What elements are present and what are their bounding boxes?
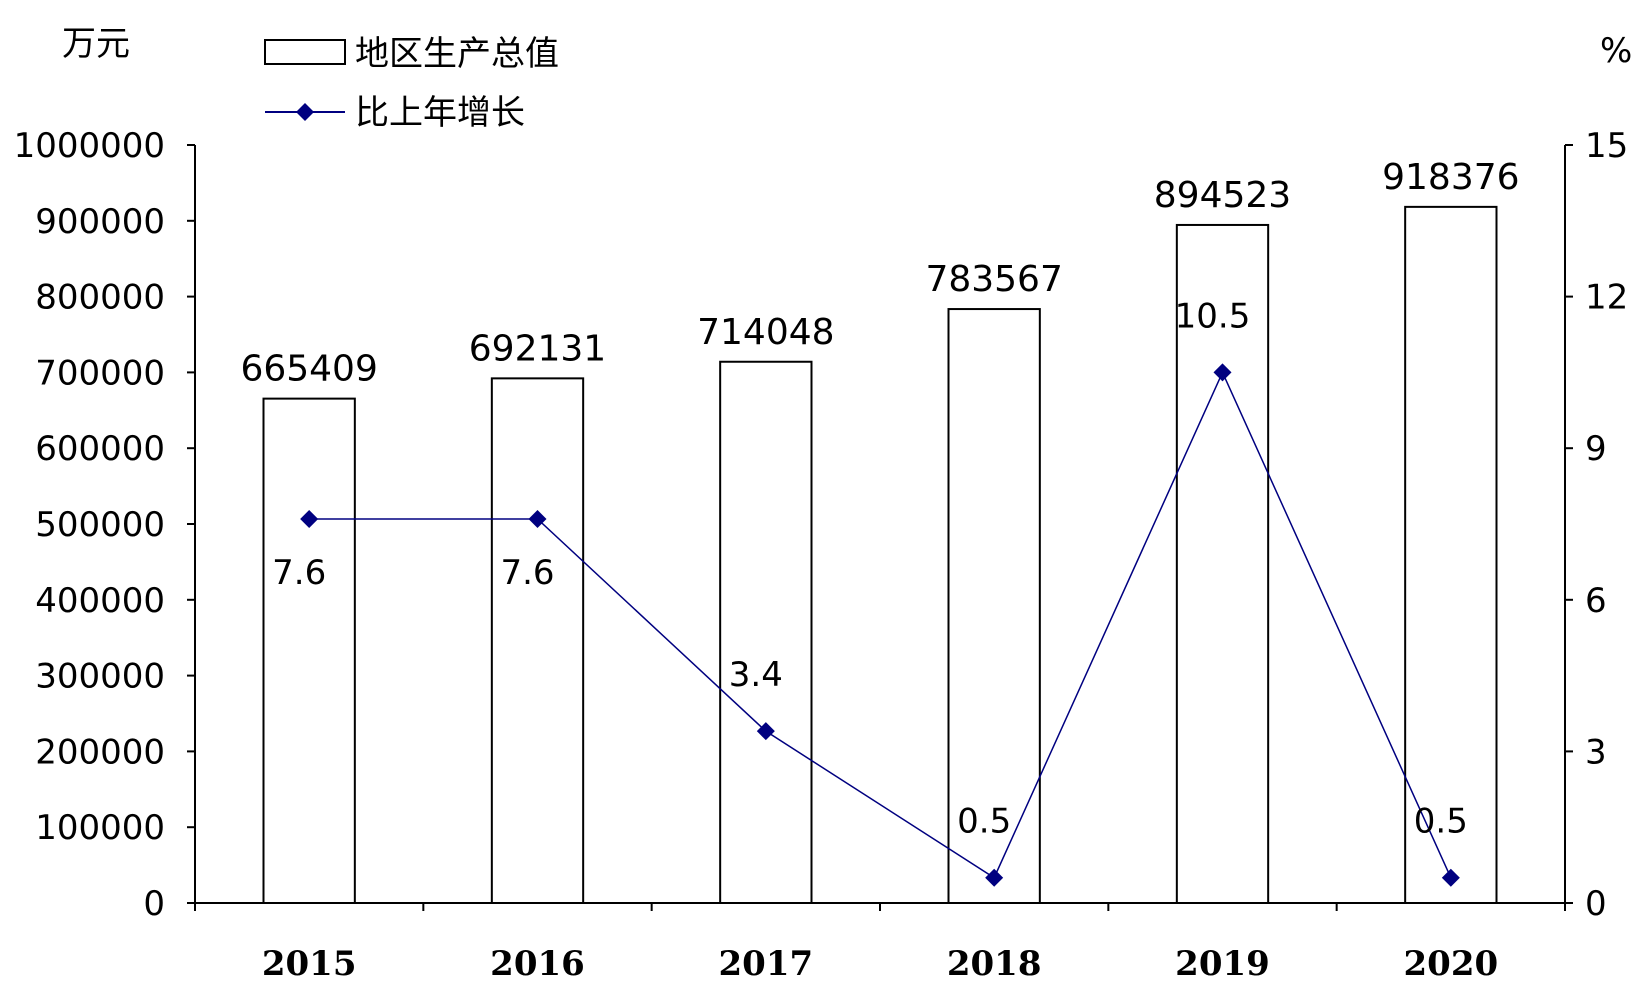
right-tick-label: 3 — [1585, 732, 1607, 772]
left-tick-label: 0 — [143, 884, 165, 924]
left-tick-label: 200000 — [35, 732, 165, 772]
growth-line — [309, 370, 1452, 879]
growth-marker — [1213, 363, 1232, 382]
bar-series — [262, 205, 1498, 905]
growth-marker — [985, 868, 1004, 887]
x-tick-label: 2015 — [262, 944, 357, 984]
growth-marker — [1441, 868, 1460, 887]
data-labels: 665409 692131 714048 783567 894523 918376 7.6 7… — [240, 157, 1519, 842]
growth-value-label: 7.6 — [500, 553, 554, 593]
left-tick-label: 1000000 — [14, 126, 165, 166]
legend: 地区生产总值 比上年增长 — [264, 34, 559, 133]
growth-marker — [300, 509, 319, 528]
legend-bar-label: 地区生产总值 — [355, 34, 559, 74]
growth-value-label: 10.5 — [1175, 296, 1251, 336]
legend-bar-swatch — [264, 39, 346, 65]
right-tick-label: 6 — [1585, 581, 1607, 621]
growth-value-label: 7.6 — [272, 553, 326, 593]
legend-line-label: 比上年增长 — [355, 93, 525, 133]
x-tick-label: 2020 — [1404, 944, 1499, 984]
right-tick-label: 0 — [1585, 884, 1607, 924]
growth-value-label: 0.5 — [1414, 802, 1468, 842]
left-tick-label: 600000 — [35, 429, 165, 469]
growth-marker — [756, 722, 775, 741]
bar-value-label: 665409 — [240, 349, 377, 390]
left-tick-label: 300000 — [35, 657, 165, 697]
growth-value-label: 0.5 — [957, 802, 1011, 842]
left-tick-label: 900000 — [35, 202, 165, 242]
x-tick-label: 2017 — [719, 944, 814, 984]
line-series — [300, 363, 1460, 887]
left-tick-label: 800000 — [35, 278, 165, 318]
left-tick-label: 700000 — [35, 353, 165, 393]
bar-value-label: 692131 — [469, 328, 606, 369]
left-tick-label: 400000 — [35, 581, 165, 621]
right-tick-label: 9 — [1585, 429, 1607, 469]
left-axis-unit: 万元 — [62, 24, 130, 64]
bar — [947, 308, 1041, 904]
bar — [719, 360, 813, 905]
bar-value-label: 783567 — [925, 259, 1062, 300]
left-tick-label: 500000 — [35, 505, 165, 545]
x-tick-label: 2018 — [947, 944, 1042, 984]
left-tick-label: 100000 — [35, 808, 165, 848]
bar-value-label: 894523 — [1154, 175, 1291, 216]
x-tick-label: 2016 — [490, 944, 585, 984]
right-tick-label: 12 — [1585, 278, 1628, 318]
right-tick-label: 15 — [1585, 126, 1628, 166]
bar — [490, 377, 585, 905]
growth-value-label: 3.4 — [729, 655, 783, 695]
bar-value-label: 714048 — [697, 312, 834, 353]
bar — [262, 397, 356, 904]
x-tick-label: 2019 — [1175, 944, 1270, 984]
bar — [1404, 205, 1498, 905]
growth-marker — [528, 509, 547, 528]
right-axis-unit: % — [1600, 31, 1632, 71]
bar-value-label: 918376 — [1382, 157, 1519, 198]
axes: 0 100000 200000 300000 400000 500000 600000 700… — [14, 126, 1629, 984]
legend-line-marker — [296, 103, 314, 121]
bar — [1175, 223, 1270, 905]
